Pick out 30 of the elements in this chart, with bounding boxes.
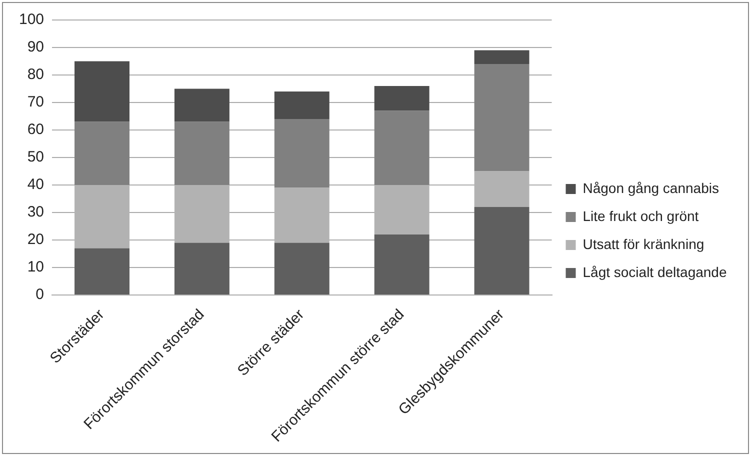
bar: [174, 88, 230, 122]
bar: [74, 122, 130, 185]
y-tick-label: 90: [27, 38, 44, 56]
bar: [374, 86, 430, 111]
bar: [74, 61, 130, 122]
bar: [474, 64, 530, 172]
bar: [274, 242, 330, 294]
bar: [274, 91, 330, 119]
y-tick-label: 10: [27, 258, 44, 276]
bar: [374, 234, 430, 294]
bar: [474, 206, 530, 294]
legend-label: Någon gång cannabis: [582, 180, 719, 196]
legend-label: Lite frukt och grönt: [582, 208, 699, 224]
bar: [74, 248, 130, 294]
y-tick-label: 40: [27, 176, 44, 194]
legend-label: Utsatt för kränkning: [582, 236, 704, 252]
y-tick-label: 100: [18, 11, 44, 28]
y-tick-label: 60: [27, 121, 44, 138]
bar: [274, 118, 330, 188]
y-tick-label: 70: [27, 94, 44, 111]
y-tick-label: 0: [36, 286, 44, 304]
legend-label: Lågt socialt deltagande: [582, 264, 727, 280]
y-tick-label: 80: [27, 66, 44, 84]
bar: [474, 50, 530, 64]
y-tick-label: 20: [27, 231, 44, 248]
bar: [174, 122, 230, 185]
bar: [174, 242, 230, 294]
y-tick-label: 30: [27, 204, 44, 221]
y-tick-label: 50: [27, 148, 44, 166]
bar: [374, 110, 430, 185]
